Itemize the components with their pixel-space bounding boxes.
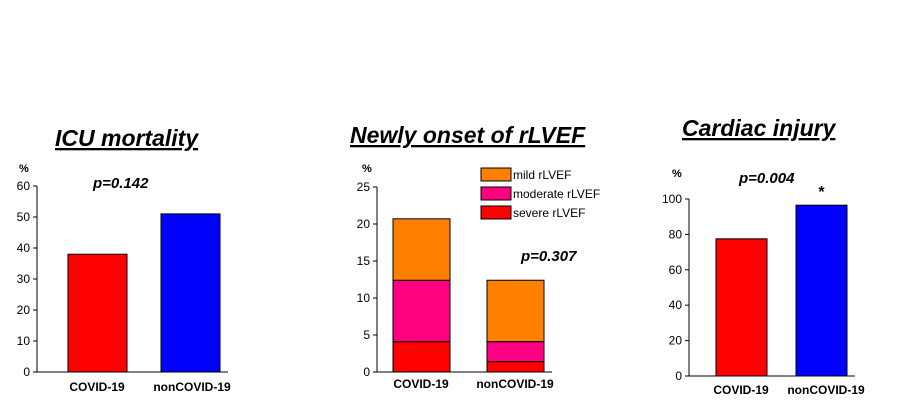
plot-area: COVID-19 nonCOVID-19 0 5 10 15 20 25 — [357, 180, 554, 391]
legend-label: mild rLVEF — [513, 168, 571, 182]
x-tick-label: COVID-19 — [713, 383, 769, 397]
p-value-annotation: p=0.142 — [92, 175, 149, 192]
significance-marker: * — [818, 184, 825, 201]
y-tick-label: 50 — [17, 210, 31, 224]
legend-swatch — [480, 205, 512, 220]
y-tick-label: 0 — [363, 365, 370, 379]
y-tick-label: 60 — [669, 263, 683, 277]
y-unit-label: % — [362, 163, 372, 175]
legend-label: moderate rLVEF — [513, 187, 600, 201]
panel-cardiac-injury: Cardiac injury p=0.004 % COVID-19 * nonCOV… — [662, 115, 865, 397]
y-tick-label: 20 — [17, 303, 31, 317]
bar-segment-moderate-rlvef — [392, 279, 451, 343]
y-tick-label: 40 — [669, 298, 683, 312]
bar-segment-severe-rlvef — [392, 341, 451, 373]
y-tick-label: 40 — [17, 241, 31, 255]
y-tick-label: 20 — [357, 217, 371, 231]
bar-segment-severe-rlvef — [486, 361, 545, 373]
legend-swatch — [480, 186, 512, 201]
y-unit-label: % — [672, 168, 682, 180]
y-tick-label: 0 — [675, 369, 682, 383]
y-tick-label: 10 — [357, 291, 371, 305]
y-tick-label: 15 — [357, 254, 371, 268]
plot-area: COVID-19 nonCOVID-19 0 10 20 30 40 50 60 — [17, 179, 231, 394]
y-tick-label: 5 — [363, 328, 370, 342]
bar-noncovid-19 — [795, 204, 848, 377]
bar-covid-19 — [67, 253, 128, 373]
y-tick-label: 60 — [17, 179, 31, 193]
p-value-annotation: p=0.307 — [520, 248, 577, 265]
y-tick-label: 25 — [357, 180, 371, 194]
bar-segment-mild-rlvef — [486, 279, 545, 343]
x-tick-label: nonCOVID-19 — [787, 383, 865, 397]
y-tick-label: 30 — [17, 272, 31, 286]
bar-noncovid-19 — [160, 213, 221, 373]
x-tick-label: nonCOVID-19 — [153, 380, 231, 394]
legend-swatch — [480, 167, 512, 182]
panel-icu-mortality: ICU mortality p=0.142 % COVID-19 nonCOVID… — [17, 125, 231, 394]
legend: mild rLVEF moderate rLVEF severe rLVEF — [480, 167, 600, 220]
chart-title: Newly onset of rLVEF — [350, 122, 586, 148]
legend-label: severe rLVEF — [513, 206, 585, 220]
y-tick-label: 80 — [669, 227, 683, 241]
y-tick-label: 0 — [23, 365, 30, 379]
y-tick-label: 20 — [669, 334, 683, 348]
x-tick-label: nonCOVID-19 — [476, 377, 554, 391]
bar-covid-19 — [715, 238, 768, 377]
panel-rlvef: Newly onset of rLVEF p=0.307 % COVID-19 n… — [350, 122, 600, 391]
chart-title: Cardiac injury — [682, 115, 837, 141]
y-unit-label: % — [19, 163, 29, 175]
x-tick-label: COVID-19 — [393, 377, 449, 391]
bar-segment-moderate-rlvef — [486, 341, 545, 363]
bar-segment-mild-rlvef — [392, 218, 451, 281]
plot-area: COVID-19 * nonCOVID-19 0 20 40 60 80 100 — [662, 184, 865, 397]
y-tick-label: 10 — [17, 334, 31, 348]
chart-title: ICU mortality — [55, 125, 199, 151]
x-tick-label: COVID-19 — [69, 380, 125, 394]
y-tick-label: 100 — [662, 192, 682, 206]
p-value-annotation: p=0.004 — [738, 170, 795, 187]
